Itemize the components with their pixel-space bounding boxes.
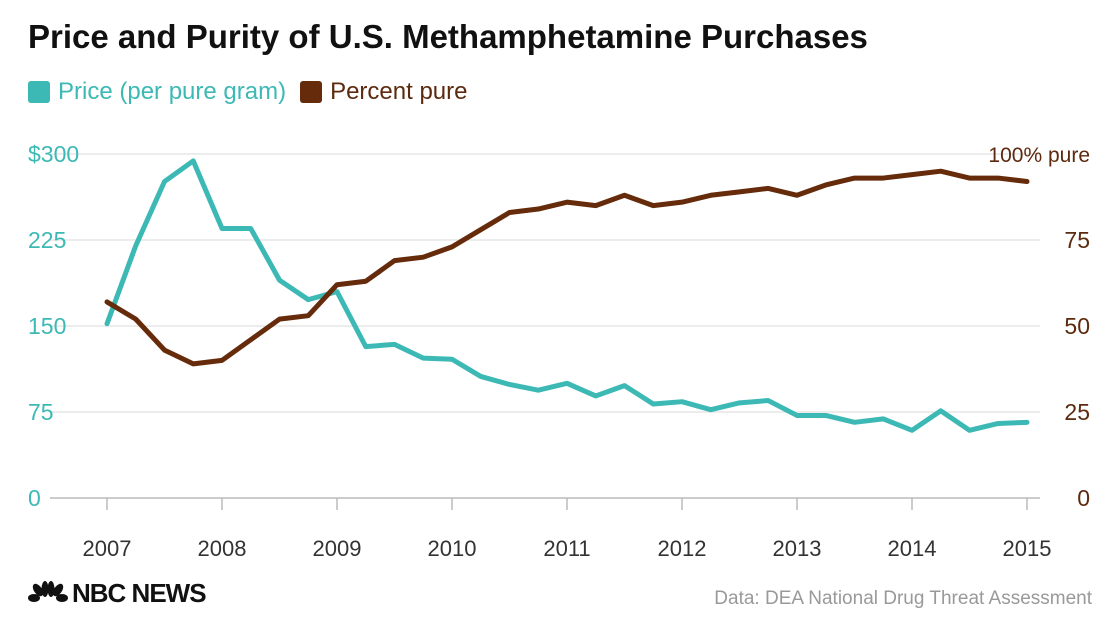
x-axis-tick-label: 2013 — [773, 536, 822, 561]
left-axis-tick-label: $300 — [28, 141, 79, 167]
x-axis-tick-label: 2012 — [658, 536, 707, 561]
chart-title: Price and Purity of U.S. Methamphetamine… — [28, 18, 868, 55]
source-note: Data: DEA National Drug Threat Assessmen… — [714, 588, 1092, 609]
left-axis-tick-label: 150 — [28, 313, 66, 339]
legend: Price (per pure gram) Percent pure — [28, 78, 482, 106]
legend-swatch-purity — [300, 81, 323, 103]
left-axis-tick-label: 0 — [28, 485, 41, 511]
right-axis-tick-label: 75 — [1064, 227, 1090, 253]
nbc-news-logo: NBC NEWS — [28, 578, 207, 609]
right-axis-tick-label: 50 — [1064, 313, 1090, 339]
x-axis-tick-label: 2011 — [543, 536, 590, 561]
right-axis-tick-label: 100% pure — [988, 144, 1090, 167]
price-line — [104, 158, 1030, 433]
right-axis-tick-label: 0 — [1077, 485, 1090, 511]
x-axis-tick-label: 2008 — [198, 536, 247, 561]
peacock-icon — [28, 580, 68, 602]
x-axis-tick-label: 2009 — [313, 536, 362, 561]
legend-label-price: Price (per pure gram) — [58, 78, 287, 105]
legend-item-price: Price (per pure gram) — [28, 78, 286, 106]
x-axis-tick-label: 2007 — [83, 536, 132, 561]
x-axis-tick-label: 2014 — [888, 536, 937, 561]
logo-text: NBC NEWS — [72, 578, 207, 608]
x-axis-tick-label: 2010 — [428, 536, 477, 561]
x-axis-tick-label: 2015 — [1003, 536, 1052, 561]
right-axis-tick-label: 25 — [1064, 399, 1090, 425]
legend-swatch-price — [28, 81, 50, 103]
purity-line — [104, 168, 1030, 367]
left-axis-tick-label: 225 — [28, 227, 66, 253]
legend-item-purity: Percent pure — [300, 78, 468, 106]
legend-label-purity: Percent pure — [330, 78, 468, 105]
left-axis-tick-label: 75 — [28, 399, 54, 425]
